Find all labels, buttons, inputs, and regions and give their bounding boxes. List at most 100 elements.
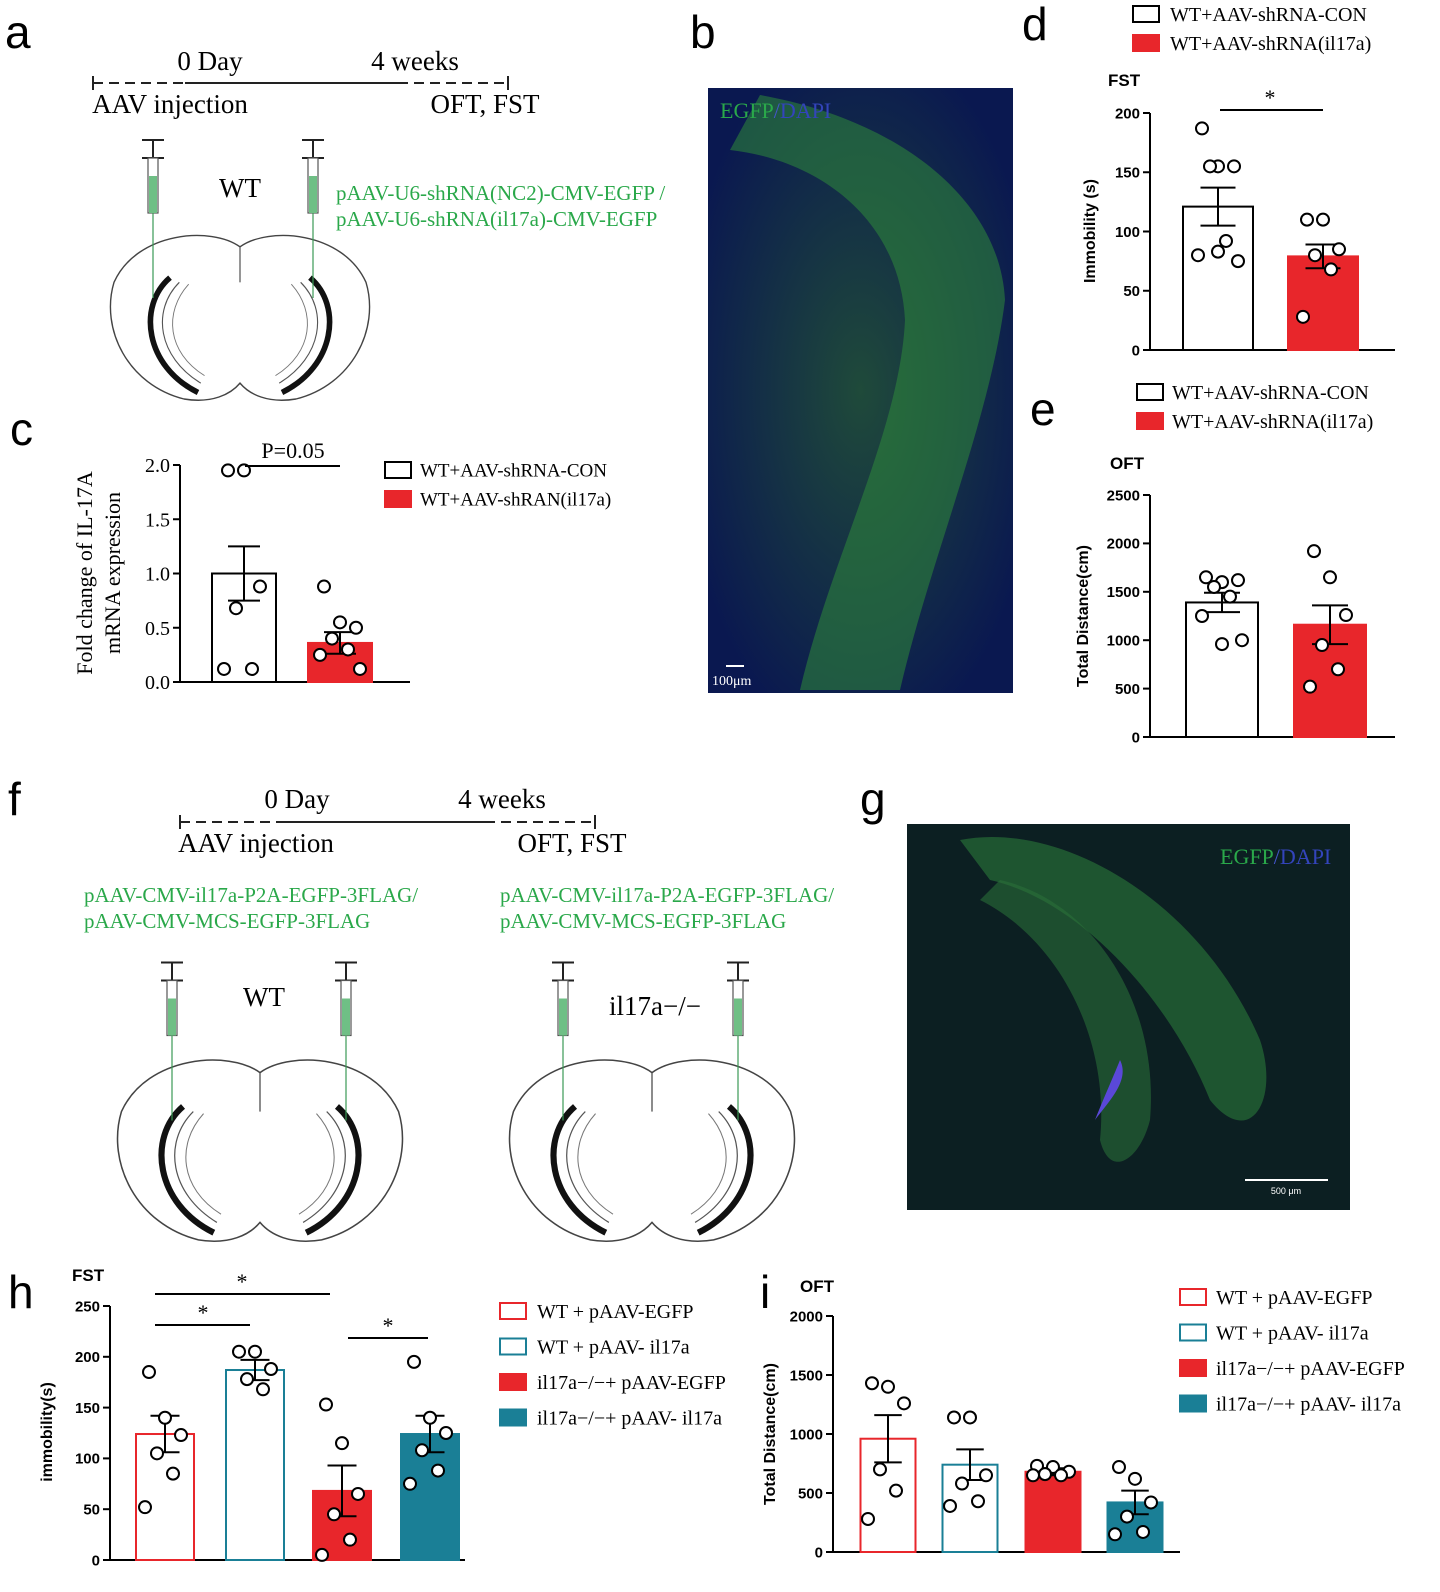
y-tick-label: 100: [75, 1451, 100, 1468]
panel-letter: d: [1022, 0, 1048, 50]
bar: [1024, 1470, 1082, 1554]
legend-label: WT+AAV-shRNA(il17a): [1172, 411, 1373, 433]
annotation: *: [1265, 85, 1276, 110]
y-tick-label: 1000: [1107, 632, 1140, 649]
data-point: [1199, 570, 1213, 585]
legend-label: il17a−/−+ pAAV- il17a: [1216, 1394, 1401, 1416]
data-point: [1308, 248, 1322, 263]
data-point: [237, 463, 251, 478]
data-point: [1331, 662, 1345, 677]
data-point: [1339, 608, 1353, 623]
chart-title: FST: [72, 1266, 105, 1285]
legend-swatch: [1136, 383, 1164, 401]
data-point: [1054, 1468, 1068, 1483]
legend-swatch: [1179, 1323, 1207, 1342]
timeline-before: AAV injection: [178, 828, 334, 858]
data-point: [1215, 637, 1229, 652]
data-point: [979, 1468, 993, 1483]
data-point: [897, 1396, 911, 1411]
timeline-start: 0 Day: [264, 784, 330, 814]
y-tick-label: 0: [92, 1552, 100, 1569]
y-tick-label: 100: [1115, 224, 1140, 241]
y-tick-label: 50: [83, 1501, 100, 1518]
tissue-signal: [960, 836, 1267, 1121]
data-point: [1120, 1509, 1134, 1524]
y-tick-label: 0.0: [145, 672, 170, 694]
data-point: [1307, 544, 1321, 559]
annotation: *: [198, 1300, 209, 1325]
data-point: [158, 1410, 172, 1425]
chart-title: FST: [1108, 71, 1141, 90]
stain-green: EGFP: [1220, 844, 1274, 869]
legend-label: il17a−/−+ pAAV-EGFP: [1216, 1358, 1405, 1380]
data-point: [333, 615, 347, 630]
data-point: [343, 1532, 357, 1547]
y-axis-label: Total Distance(cm): [1075, 545, 1092, 687]
genotype: WT: [219, 173, 261, 203]
y-tick-label: 0: [815, 1544, 823, 1561]
data-point: [221, 463, 235, 478]
y-axis-label: mRNA expression: [100, 492, 125, 654]
chart-title: OFT: [800, 1277, 835, 1296]
legend-swatch: [1179, 1394, 1207, 1413]
y-axis-label: Fold change of IL-17A: [72, 471, 97, 675]
y-tick-label: 2500: [1107, 487, 1140, 504]
data-point: [1203, 159, 1217, 174]
data-point: [1303, 679, 1317, 694]
data-point: [256, 1382, 270, 1397]
legend-label: il17a−/−+ pAAV- il17a: [537, 1408, 722, 1430]
y-tick-label: 1.0: [145, 564, 170, 586]
timeline-after: OFT, FST: [430, 89, 540, 119]
legend-label: WT+AAV-shRAN(il17a): [420, 490, 611, 511]
stain-separator: /: [1274, 844, 1281, 869]
stain-label: EGFP/DAPI: [720, 98, 831, 123]
data-point: [881, 1379, 895, 1394]
brain-diagram: [118, 1060, 403, 1241]
data-point: [1211, 244, 1225, 259]
stain-separator: /: [774, 98, 781, 123]
bar: [1287, 255, 1359, 352]
bar: [225, 1369, 285, 1562]
timeline-start: 0 Day: [177, 46, 243, 76]
brain-diagram: [110, 235, 369, 400]
panel-letter: h: [8, 1266, 34, 1318]
data-point: [861, 1511, 875, 1526]
data-point: [865, 1376, 879, 1391]
chart-title: OFT: [1110, 454, 1145, 473]
data-point: [240, 1372, 254, 1387]
timeline-before: AAV injection: [92, 89, 248, 119]
data-point: [335, 1436, 349, 1451]
construct: pAAV-CMV-MCS-EGFP-3FLAG: [84, 909, 370, 933]
data-point: [1324, 262, 1338, 277]
data-point: [349, 620, 363, 635]
data-point: [403, 1476, 417, 1491]
data-point: [1315, 638, 1329, 653]
construct: pAAV-CMV-il17a-P2A-EGFP-3FLAG/: [84, 883, 418, 907]
y-axis-label: Total Distance(cm): [762, 1363, 779, 1505]
construct: pAAV-CMV-il17a-P2A-EGFP-3FLAG/: [500, 883, 834, 907]
data-point: [1227, 159, 1241, 174]
data-point: [245, 661, 259, 676]
data-point: [1316, 212, 1330, 227]
data-point: [1112, 1460, 1126, 1475]
error-bar: [1200, 186, 1236, 227]
construct: pAAV-U6-shRNA(il17a)-CMV-EGFP: [336, 207, 657, 231]
data-point: [1144, 1495, 1158, 1510]
timeline-end: 4 weeks: [371, 46, 459, 76]
legend-label: WT+AAV-shRNA-CON: [1172, 382, 1369, 404]
y-tick-label: 2.0: [145, 455, 170, 477]
y-tick-label: 500: [798, 1485, 823, 1502]
legend-swatch: [499, 1302, 527, 1320]
bar: [1182, 205, 1254, 351]
annotation: *: [383, 1313, 394, 1338]
panel-letter: f: [8, 773, 21, 825]
y-tick-label: 0.5: [145, 618, 170, 640]
annotation: P=0.05: [261, 438, 324, 463]
data-point: [1231, 573, 1245, 588]
legend-label: WT + pAAV-EGFP: [1216, 1287, 1373, 1309]
y-axis-label: Immobility (s): [1082, 179, 1099, 283]
legend-label: WT+AAV-shRNA(il17a): [1170, 33, 1371, 55]
timeline-a: [92, 76, 509, 90]
data-point: [873, 1462, 887, 1477]
data-point: [253, 579, 267, 594]
